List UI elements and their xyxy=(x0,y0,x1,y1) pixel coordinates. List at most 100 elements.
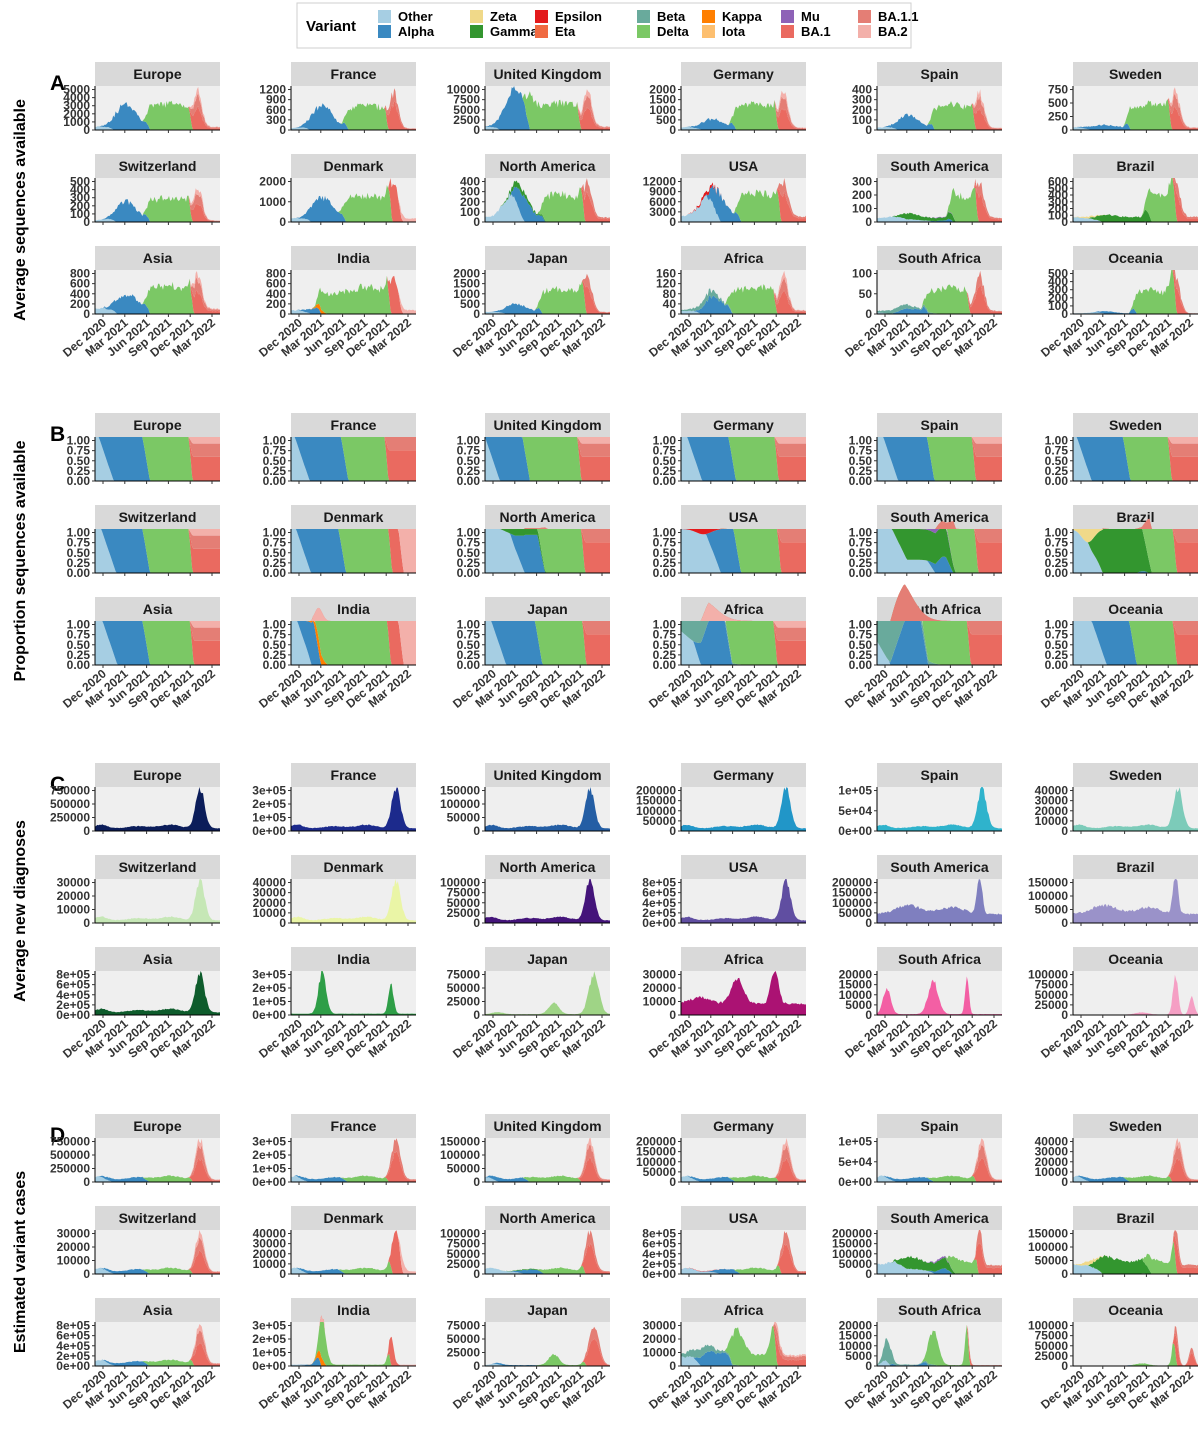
area-series xyxy=(877,284,1002,314)
facet-title: Spain xyxy=(920,66,958,82)
area-series xyxy=(485,86,610,130)
y-tick-label: 50000 xyxy=(643,1165,677,1179)
y-tick-label: 500 xyxy=(656,113,676,127)
area-series xyxy=(877,113,1002,130)
y-tick-label: 0 xyxy=(1061,1267,1068,1281)
y-tick-label: 1.00 xyxy=(457,434,481,448)
area-series xyxy=(95,1176,220,1182)
y-tick-label: 150000 xyxy=(636,1145,676,1159)
area-series xyxy=(681,879,806,923)
legend-entry: BA.1 xyxy=(801,24,831,39)
y-tick-label: 0.00 xyxy=(1045,566,1069,580)
strip xyxy=(485,62,610,86)
y-tick-label: 200 xyxy=(852,188,872,202)
y-tick-label: 100000 xyxy=(1028,1319,1068,1333)
y-tick-label: 0.25 xyxy=(263,648,287,662)
y-tick-label: 1.00 xyxy=(653,526,677,540)
y-tick-label: 400 xyxy=(70,183,90,197)
area-series xyxy=(1073,1138,1198,1180)
y-tick-label: 50000 xyxy=(447,1332,481,1346)
facet-spain: Spain 0.000.250.500.751.00 xyxy=(849,413,1002,488)
area-series xyxy=(877,1360,1002,1366)
y-tick-label: 750000 xyxy=(50,1135,90,1149)
area-series xyxy=(877,1324,1002,1366)
y-tick-label: 20000 xyxy=(643,1332,677,1346)
y-tick-label: 30000 xyxy=(643,1319,677,1333)
y-tick-label: 0.50 xyxy=(457,638,481,652)
y-tick-label: 10000 xyxy=(1035,814,1069,828)
area-series xyxy=(1073,1175,1198,1182)
area-series xyxy=(681,528,806,573)
y-tick-label: 0.50 xyxy=(263,546,287,560)
legend-entry: Iota xyxy=(722,24,746,39)
y-tick-label: 500 xyxy=(1048,96,1068,110)
area-series xyxy=(291,607,416,665)
y-tick-label: 0 xyxy=(83,824,90,838)
area-series xyxy=(681,1267,806,1274)
area-series xyxy=(681,621,806,665)
facet-title: USA xyxy=(729,1210,759,1226)
y-tick-label: 30000 xyxy=(253,886,287,900)
facet-title: USA xyxy=(729,859,759,875)
legend-entry: Epsilon xyxy=(555,9,602,24)
strip xyxy=(95,597,220,621)
y-tick-label: 1.00 xyxy=(849,618,873,632)
area-series xyxy=(877,178,1002,220)
y-tick-label: 25000 xyxy=(447,995,481,1009)
y-tick-label: 0.25 xyxy=(67,648,91,662)
area-series xyxy=(485,1265,610,1274)
y-tick-label: 3e+05 xyxy=(252,784,286,798)
y-tick-label: 1e+05 xyxy=(838,1135,872,1149)
area-series xyxy=(95,621,220,665)
y-tick-label: 10000 xyxy=(253,906,287,920)
area-series xyxy=(877,529,1002,573)
y-tick-label: 1.00 xyxy=(67,434,91,448)
facet-denmark: Denmark 0 1000 2000 xyxy=(259,154,416,229)
area-series xyxy=(291,1357,416,1366)
area-series xyxy=(681,1175,806,1182)
y-tick-label: 0.00 xyxy=(67,658,91,672)
y-tick-label: 10000 xyxy=(447,83,481,97)
y-tick-label: 150000 xyxy=(440,1135,480,1149)
y-tick-label: 0.75 xyxy=(1045,628,1069,642)
y-tick-label: 0 xyxy=(83,916,90,930)
area-series xyxy=(877,1255,1002,1274)
y-tick-label: 0.75 xyxy=(263,444,287,458)
facet-switzerland: Switzerland 0.000.250.500.751.00 xyxy=(67,505,220,580)
area-series xyxy=(1073,1343,1198,1366)
area-series xyxy=(95,879,220,923)
area-series xyxy=(95,529,220,536)
y-tick-label: 0.00 xyxy=(849,658,873,672)
strip xyxy=(95,1114,220,1138)
y-tick-label: 0 xyxy=(279,1267,286,1281)
facet-title: Japan xyxy=(527,951,567,967)
area-series xyxy=(485,437,610,444)
y-tick-label: 0.25 xyxy=(849,648,873,662)
y-tick-label: 100 xyxy=(1048,299,1068,313)
area-series xyxy=(291,307,416,314)
strip xyxy=(95,763,220,787)
y-tick-label: 8e+05 xyxy=(56,968,90,982)
area-series xyxy=(291,607,416,665)
legend-entry: Gamma xyxy=(490,24,538,39)
y-tick-label: 100 xyxy=(1048,208,1068,222)
y-tick-label: 0.00 xyxy=(457,566,481,580)
y-tick-label: 0.00 xyxy=(457,658,481,672)
area-series xyxy=(95,437,220,481)
y-axis-title: Average new diagnoses xyxy=(12,820,29,1002)
panel-tag: C xyxy=(50,773,65,796)
y-tick-label: 75000 xyxy=(447,968,481,982)
facet-title: United Kingdom xyxy=(493,66,601,82)
area-series xyxy=(681,1350,806,1366)
